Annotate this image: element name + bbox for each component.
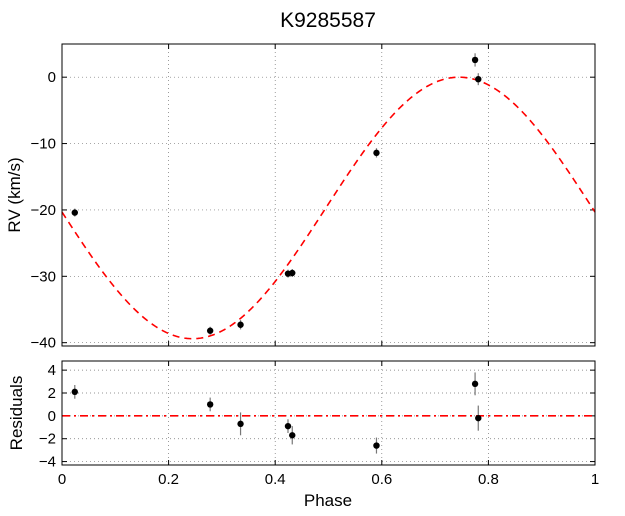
rv-panel-frame <box>61 43 596 347</box>
rv-data-point <box>373 149 380 157</box>
rv-y-tick-label: 0 <box>48 69 56 86</box>
residual-y-tick-label: 0 <box>48 408 56 425</box>
x-tick-label: 1 <box>591 471 599 488</box>
residual-data-point <box>289 432 296 439</box>
rv-y-tick-label: −20 <box>31 202 56 219</box>
rv-data-point <box>237 321 244 328</box>
x-axis-ticks: 0 0.2 0.4 0.6 0.8 1 <box>58 471 599 488</box>
rv-data-point <box>289 269 296 277</box>
rv-y-tick-label: −10 <box>31 136 56 153</box>
rv-panel: 0 −10 −20 −30 −40 RV (km/s) <box>5 43 596 352</box>
residual-data-point <box>284 422 292 430</box>
x-tick-label: 0.8 <box>478 471 499 488</box>
residual-y-tick-label: −4 <box>39 454 56 471</box>
residuals-y-axis-label: Residuals <box>7 376 26 451</box>
rv-data-point <box>471 56 479 64</box>
residual-data-point <box>373 442 380 449</box>
residual-y-tick-label: 2 <box>48 385 56 402</box>
residual-y-tick-label: 4 <box>48 362 56 379</box>
rv-y-tick-label: −30 <box>31 268 56 285</box>
x-axis-label: Phase <box>304 491 352 510</box>
residual-data-point <box>475 414 482 422</box>
x-tick-label: 0.6 <box>371 471 392 488</box>
rv-y-axis-label: RV (km/s) <box>5 157 24 232</box>
residual-data-point <box>206 401 214 408</box>
residual-y-tick-label: −2 <box>39 431 56 448</box>
rv-data-point <box>206 327 214 334</box>
residuals-panel-frame <box>61 360 596 466</box>
residuals-panel: 4 2 0 −2 −4 Residuals <box>7 360 596 471</box>
residual-data-point <box>71 388 78 396</box>
rv-y-tick-label: −40 <box>31 335 56 352</box>
residual-data-point <box>237 420 244 428</box>
rv-data-point <box>71 209 78 216</box>
chart-title: K9285587 <box>280 9 376 32</box>
residual-data-point <box>471 380 479 388</box>
x-tick-label: 0.2 <box>158 471 179 488</box>
rv-model-curve <box>61 76 596 340</box>
rv-data-point <box>475 75 482 83</box>
x-tick-label: 0.4 <box>265 471 286 488</box>
x-tick-label: 0 <box>58 471 66 488</box>
